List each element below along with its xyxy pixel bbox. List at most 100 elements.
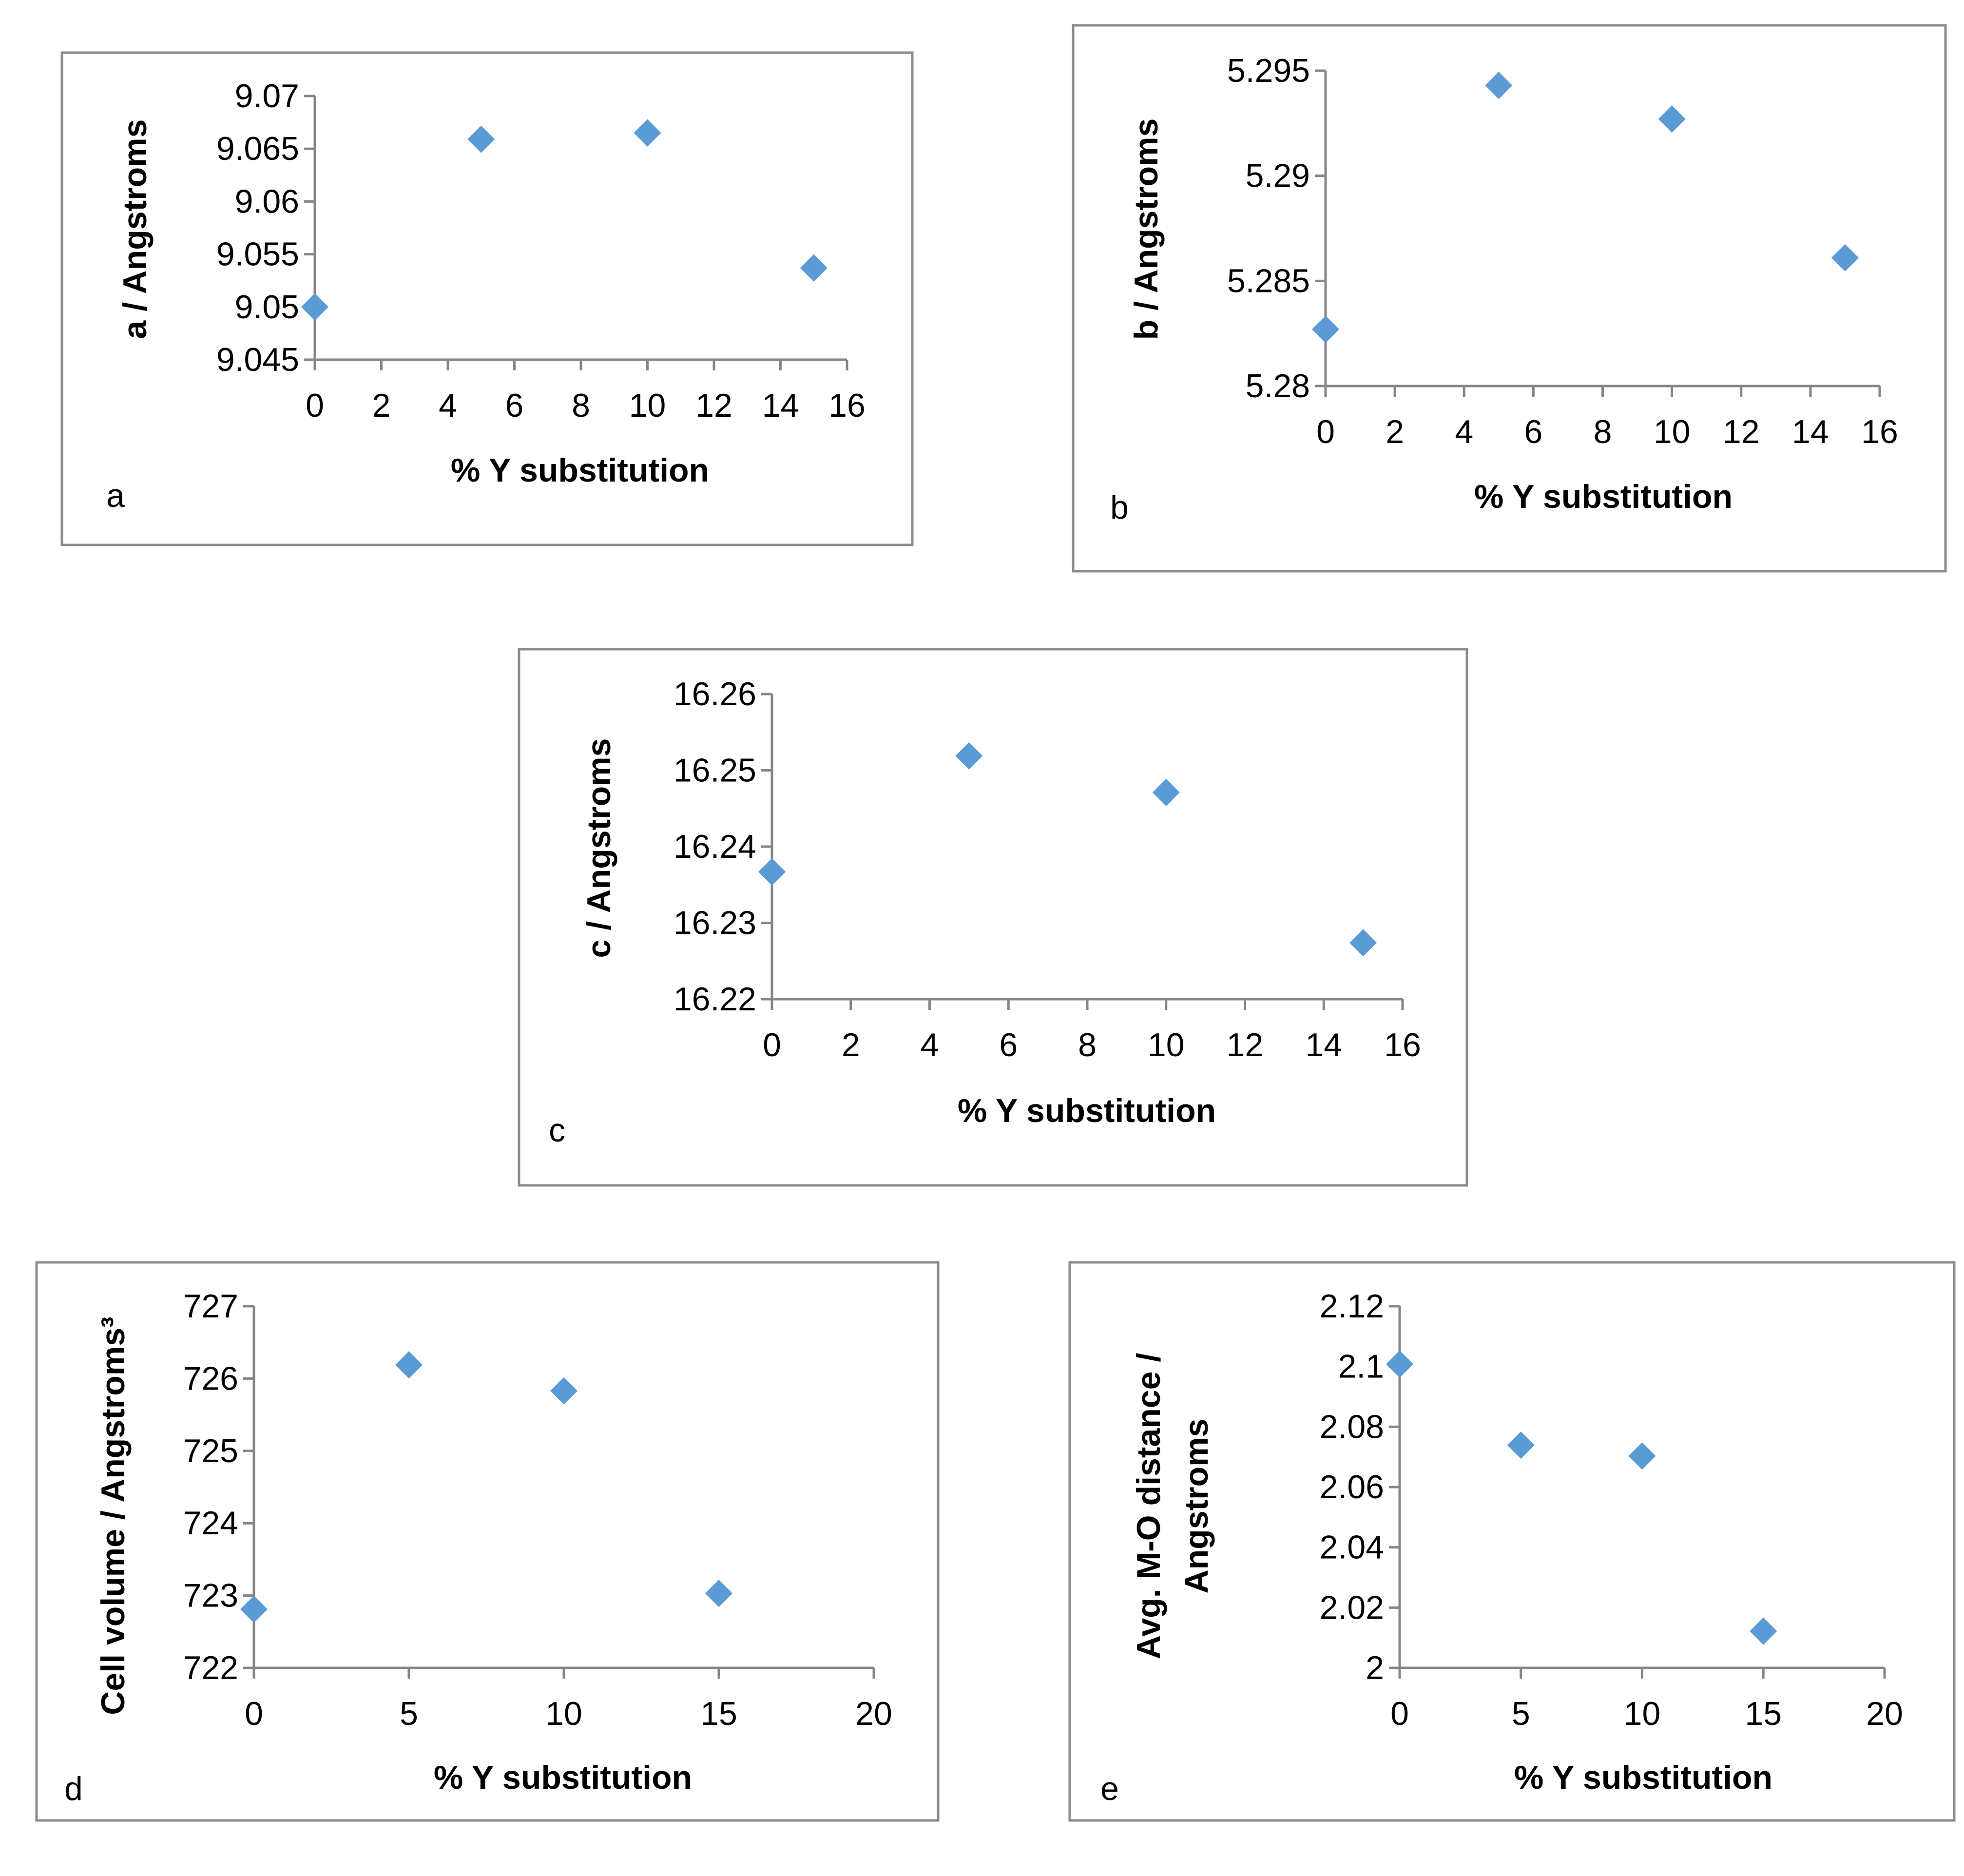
panel-b-x-tick-label: 0 [1316, 413, 1335, 450]
panel-b-y-tick-label: 5.29 [1246, 157, 1310, 194]
panel-d-y-tick-label: 722 [183, 1649, 238, 1686]
panel-a-letter: a [106, 477, 125, 514]
panel-d-x-axis-title: % Y substitution [434, 1759, 692, 1796]
panel-d-data-point [705, 1580, 732, 1607]
panel-e-x-tick-label: 10 [1624, 1695, 1661, 1732]
panel-b-y-tick-label: 5.295 [1227, 52, 1310, 89]
panel-e-y-tick-label: 2.12 [1320, 1288, 1384, 1325]
panel-d-x-tick-label: 20 [855, 1695, 892, 1732]
panel-e-data-point [1386, 1350, 1413, 1378]
panel-d-x-tick-label: 10 [545, 1695, 582, 1732]
panel-c-x-tick-label: 4 [921, 1026, 939, 1064]
panel-c-y-axis-title: c / Angstroms [580, 738, 617, 958]
panel-e-y-tick-label: 2.06 [1320, 1469, 1384, 1506]
panel-c: 16.22 16.23 16.24 16.25 16.26 0 2 4 6 8 10 12 14 16 c… [518, 648, 1468, 1187]
panel-a-data-point [301, 293, 328, 321]
panel-e-y-tick-label: 2.04 [1320, 1529, 1384, 1566]
panel-e-letter: e [1100, 1770, 1119, 1807]
panel-e-y-axis-title-line-1: Avg. M-O distance / [1130, 1353, 1167, 1660]
panel-b-y-axis-title: b / Angstroms [1128, 118, 1165, 340]
panel-e-y-tick-label: 2 [1366, 1649, 1384, 1686]
panel-a-x-tick-label: 4 [439, 387, 457, 424]
panel-c-data-point [1152, 778, 1180, 806]
panel-d-y-axis-title: Cell volume / Angstroms³ [95, 1316, 132, 1715]
panel-d-letter: d [64, 1770, 83, 1807]
panel-c-y-tick-label: 16.25 [674, 752, 756, 789]
panel-c-x-tick-label: 0 [763, 1026, 781, 1064]
panel-d-data-point [395, 1351, 423, 1379]
panel-b-x-tick-label: 6 [1524, 413, 1542, 450]
panel-d-frame [35, 1261, 940, 1822]
panel-b-x-tick-label: 2 [1386, 413, 1404, 450]
panel-e-y-axis-title-line-2: Angstroms [1178, 1419, 1215, 1594]
panel-e-x-axis-title: % Y substitution [1514, 1759, 1772, 1796]
panel-b-letter: b [1110, 489, 1129, 526]
panel-a-x-tick-label: 0 [306, 387, 324, 424]
panel-e-x-tick-label: 15 [1745, 1695, 1782, 1732]
panel-a-x-tick-label: 14 [762, 387, 799, 424]
panel-b-x-tick-label: 4 [1455, 413, 1473, 450]
panel-a-x-tick-label: 16 [828, 387, 866, 424]
panel-b-x-tick-label: 14 [1792, 413, 1829, 450]
panel-e-data-point [1750, 1617, 1777, 1645]
panel-e: 2 2.02 2.04 2.06 2.08 2.1 2.12 0 5 10 15 20 Avg. M-… [1068, 1261, 1956, 1822]
panel-c-y-tick-label: 16.23 [674, 905, 756, 942]
panel-a-data-point [467, 125, 495, 153]
panel-b-y-tick-label: 5.285 [1227, 262, 1310, 299]
panel-c-x-tick-label: 14 [1305, 1026, 1342, 1064]
panel-a-x-axis-title: % Y substitution [451, 452, 709, 489]
panel-a-x-tick-label: 12 [695, 387, 732, 424]
panel-d-x-tick-label: 15 [700, 1695, 737, 1732]
panel-c-y-tick-label: 16.22 [674, 981, 756, 1018]
panel-c-letter: c [549, 1112, 565, 1149]
panel-e-x-tick-label: 20 [1866, 1695, 1903, 1732]
panel-d-plot: 722 723 724 725 726 727 0 5 10 15 20 [183, 1288, 892, 1732]
panel-a-y-tick-label: 9.065 [216, 130, 299, 167]
panel-a-x-tick-label: 2 [372, 387, 391, 424]
panel-a-data-point [800, 254, 828, 282]
panel-b: 5.28 5.285 5.29 5.295 0 2 4 6 8 10 12 14 16 b / Angs… [1072, 24, 1947, 573]
panel-b-x-tick-label: 8 [1594, 413, 1612, 450]
panel-c-x-tick-label: 6 [999, 1026, 1018, 1064]
panel-d-y-tick-label: 725 [183, 1432, 238, 1470]
panel-a-y-tick-label: 9.045 [216, 341, 299, 378]
panel-c-x-tick-label: 16 [1384, 1026, 1421, 1064]
panel-e-y-tick-label: 2.02 [1320, 1589, 1384, 1626]
panel-b-y-tick-label: 5.28 [1246, 367, 1310, 405]
panel-b-x-tick-label: 16 [1861, 413, 1898, 450]
panel-e-data-point [1628, 1442, 1656, 1470]
panel-c-y-tick-label: 16.24 [674, 828, 756, 865]
panel-a-y-tick-label: 9.05 [235, 289, 299, 326]
panel-a-y-tick-label: 9.06 [235, 183, 299, 220]
panel-e-x-tick-label: 5 [1512, 1695, 1530, 1732]
panel-c-y-tick-label: 16.26 [674, 676, 756, 713]
panel-d-data-point [550, 1377, 578, 1405]
panel-b-x-tick-label: 12 [1723, 413, 1760, 450]
panel-c-x-tick-label: 8 [1078, 1026, 1097, 1064]
panel-b-data-point [1485, 72, 1513, 99]
panel-d-y-tick-label: 727 [183, 1288, 238, 1325]
panel-b-x-tick-label: 10 [1654, 413, 1691, 450]
panel-e-y-tick-label: 2.1 [1338, 1348, 1384, 1385]
panel-b-data-point [1831, 244, 1859, 271]
panel-d-y-tick-label: 724 [183, 1505, 238, 1542]
panel-d-y-tick-label: 726 [183, 1360, 238, 1397]
panel-a-x-tick-label: 10 [629, 387, 666, 424]
panel-e-plot: 2 2.02 2.04 2.06 2.08 2.1 2.12 0 5 10 15 20 [1320, 1288, 1903, 1732]
panel-a-data-point [634, 119, 661, 147]
panel-e-frame [1068, 1261, 1956, 1822]
panel-c-x-tick-label: 10 [1148, 1026, 1185, 1064]
panel-b-data-point [1658, 105, 1686, 133]
panel-d-x-tick-label: 5 [400, 1695, 418, 1732]
panel-a-plot: 9.045 9.05 9.055 9.06 9.065 9.07 0 2 4 6 8 10 12 14 16 [216, 77, 866, 424]
panel-a-y-tick-label: 9.055 [216, 236, 299, 273]
panel-b-plot: 5.28 5.285 5.29 5.295 0 2 4 6 8 10 12 14 16 [1227, 52, 1898, 450]
panel-a-x-tick-label: 8 [572, 387, 590, 424]
panel-c-data-point [758, 858, 786, 886]
panel-a-x-tick-label: 6 [505, 387, 524, 424]
panel-c-plot: 16.22 16.23 16.24 16.25 16.26 0 2 4 6 8 10 12 14 16 [674, 676, 1421, 1064]
panel-e-data-point [1507, 1431, 1535, 1459]
panel-e-y-tick-label: 2.08 [1320, 1408, 1384, 1445]
panel-c-x-tick-label: 2 [842, 1026, 860, 1064]
panel-b-data-point [1312, 315, 1339, 343]
